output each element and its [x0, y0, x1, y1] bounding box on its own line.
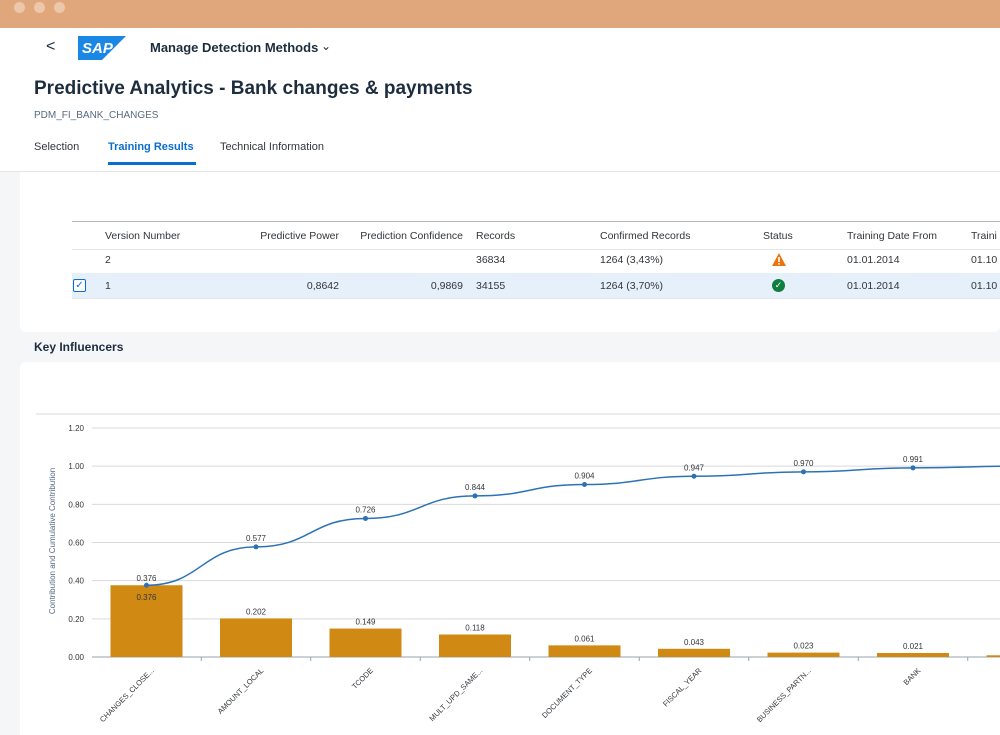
cumulative-line	[146, 465, 1000, 586]
bar-data-label: 0.376	[136, 574, 157, 583]
row1-date-to: 01.10	[971, 254, 998, 266]
bar-data-label: 0.202	[246, 607, 267, 616]
sap-logo[interactable]: SAP	[78, 36, 126, 65]
y-axis-label: Contribution and Cumulative Contribution	[48, 468, 57, 614]
x-tick-label: CHANGES_CLOSE...	[98, 666, 156, 724]
line-data-label: 0.376	[136, 593, 157, 602]
line-data-label: 0.947	[684, 463, 705, 472]
col-predictive-power[interactable]: Predictive Power	[260, 230, 339, 242]
bar	[767, 652, 840, 657]
bar-data-label: 0.118	[465, 623, 485, 632]
x-tick-label: FISCAL_YEAR	[661, 666, 704, 709]
app-title[interactable]: Manage Detection Methods	[150, 40, 319, 55]
bar-data-label: 0.149	[355, 618, 376, 627]
bar-data-label: 0.023	[793, 642, 814, 651]
page-title: Predictive Analytics - Bank changes & pa…	[34, 78, 473, 99]
line-point	[801, 469, 806, 475]
selected-row-highlight	[72, 273, 1000, 298]
row2-records: 34155	[476, 280, 506, 292]
y-tick-label: 0.40	[68, 577, 84, 586]
window-close-dot[interactable]	[14, 2, 25, 13]
y-tick-label: 1.20	[68, 424, 84, 433]
tab-technical-information[interactable]: Technical Information	[220, 141, 324, 153]
y-tick-label: 1.00	[68, 462, 84, 471]
table-header-divider	[72, 249, 1000, 250]
line-data-label: 0.577	[246, 534, 267, 543]
line-point	[691, 473, 697, 479]
line-point	[472, 493, 478, 499]
bar	[658, 648, 730, 657]
back-icon[interactable]: <	[46, 38, 56, 55]
bar	[329, 628, 402, 657]
chevron-down-icon[interactable]: ⌄	[321, 39, 332, 53]
row1-records: 36834	[476, 254, 506, 266]
col-version-number[interactable]: Version Number	[105, 230, 181, 242]
table-row-divider	[72, 298, 1000, 299]
bar-data-label: 0.043	[684, 638, 705, 647]
active-tab-indicator	[108, 162, 196, 165]
tab-training-results[interactable]: Training Results	[108, 141, 194, 153]
training-results-card	[20, 172, 1000, 332]
row-select-checkbox[interactable]: ✓	[73, 279, 86, 292]
col-records[interactable]: Records	[476, 230, 516, 242]
x-tick-label: BANK	[902, 666, 923, 687]
y-tick-label: 0.00	[68, 653, 84, 662]
object-page-header: < SAP Manage Detection Methods ⌄ Predict…	[0, 28, 1000, 172]
row1-confirmed: 1264 (3,43%)	[600, 254, 664, 266]
x-tick-label: DOCUMENT_TYPE	[540, 666, 594, 720]
row1-version: 2	[105, 254, 111, 266]
page-subtitle: PDM_FI_BANK_CHANGES	[34, 110, 159, 121]
bar-data-label: 0.061	[574, 634, 595, 643]
bar	[986, 655, 1000, 657]
warning-icon	[772, 253, 786, 271]
bar	[548, 645, 621, 657]
col-confirmed-records[interactable]: Confirmed Records	[600, 230, 691, 242]
line-data-label: 0.844	[465, 483, 486, 492]
line-data-label: 0.991	[903, 455, 924, 464]
line-point	[363, 515, 368, 521]
col-prediction-confidence[interactable]: Prediction Confidence	[360, 230, 463, 242]
line-data-label: 0.726	[355, 505, 376, 514]
line-data-label: 0.904	[574, 471, 595, 480]
bar	[877, 652, 949, 657]
y-tick-label: 0.60	[68, 539, 84, 548]
x-tick-label: AMOUNT_LOCAL	[216, 666, 266, 716]
row2-confidence: 0,9869	[430, 280, 463, 292]
row2-date-from: 01.01.2014	[847, 280, 900, 292]
key-influencers-card	[20, 362, 1000, 735]
line-point	[253, 544, 259, 550]
window-minimize-dot[interactable]	[34, 2, 45, 13]
col-training-date-from[interactable]: Training Date From	[847, 230, 938, 242]
line-data-label: 0.970	[793, 459, 814, 468]
line-point	[910, 465, 916, 471]
window-titlebar	[0, 0, 1000, 28]
row2-confirmed: 1264 (3,70%)	[600, 280, 664, 292]
bar	[110, 585, 183, 657]
row1-date-from: 01.01.2014	[847, 254, 900, 266]
window-zoom-dot[interactable]	[54, 2, 65, 13]
col-status[interactable]: Status	[763, 230, 793, 242]
table-top-border	[72, 221, 1000, 222]
bar	[220, 618, 292, 657]
row2-date-to: 01.10	[971, 280, 998, 292]
bar	[439, 634, 511, 657]
x-tick-label: TCODE	[350, 666, 375, 691]
row2-version: 1	[105, 280, 111, 292]
sap-logo-text: SAP	[82, 40, 114, 57]
col-training-date-to[interactable]: Traini	[971, 230, 997, 242]
x-tick-label: BUSINESS_PARTN...	[755, 666, 813, 724]
key-influencers-title: Key Influencers	[34, 340, 124, 354]
line-point	[582, 481, 587, 487]
row2-power: 0,8642	[306, 280, 339, 292]
bar-data-label: 0.021	[903, 642, 924, 651]
x-tick-label: MULT_UPD_SAME...	[427, 666, 484, 723]
y-tick-label: 0.80	[68, 500, 84, 509]
y-tick-label: 0.20	[68, 615, 84, 624]
line-point	[144, 582, 149, 588]
tab-selection[interactable]: Selection	[34, 141, 80, 153]
success-icon: ✓	[772, 279, 785, 292]
